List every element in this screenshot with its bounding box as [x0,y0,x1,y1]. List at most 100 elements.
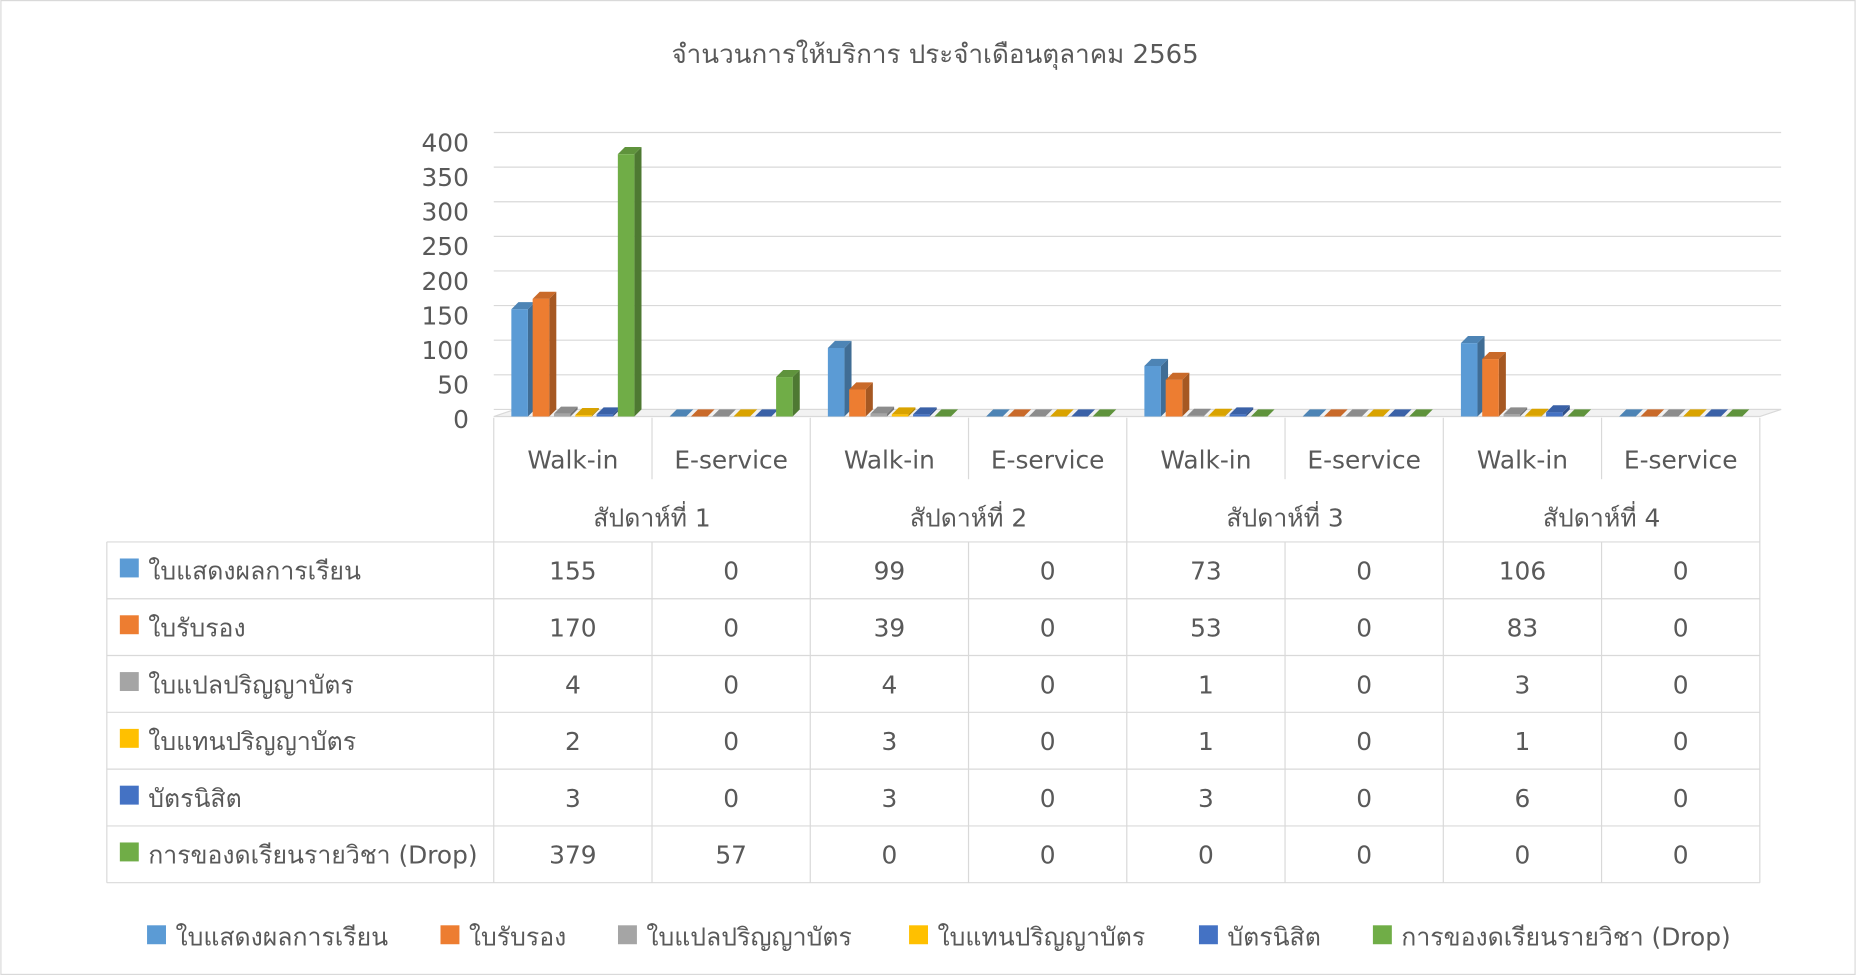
bar [1409,409,1433,417]
bar-face [1144,365,1161,417]
bar [1704,409,1729,417]
bar-face [1246,407,1254,417]
table-value: 0 [723,557,739,586]
bar-face [929,407,937,417]
bar-face [1387,409,1412,417]
x-tick-label: E-service [991,445,1105,474]
bar [891,407,916,417]
y-tick-label: 250 [422,232,469,261]
x-tick-label: E-service [1307,445,1421,474]
bar [913,407,937,417]
bar [690,409,715,417]
table-legend-key [119,728,139,748]
bar [1071,409,1095,417]
bar-face [827,340,852,348]
bar-face [1524,408,1549,416]
table-value: 0 [881,841,897,870]
bar-face [511,302,536,310]
bar-face [908,407,916,417]
bar-face [690,409,715,417]
bar-face [553,413,571,417]
bar-face [913,414,930,417]
bar [1028,409,1053,417]
bar-face [1071,409,1095,417]
table-value: 0 [1040,670,1056,699]
bar-face [1050,409,1074,417]
bar [1250,409,1275,417]
bar-face [1203,408,1211,417]
y-tick-label: 400 [422,128,469,157]
table-value: 0 [1040,727,1056,756]
legend-label: ใบแสดงผลการเรียน [175,922,388,951]
bar-face [870,406,895,414]
bar-face [1460,336,1485,344]
bar-face [1250,409,1275,417]
bar-face [849,382,873,390]
table-value: 0 [1515,841,1531,870]
bar-face [1345,409,1369,417]
table-value: 0 [1673,557,1689,586]
chart-title: จำนวนการให้บริการ ประจำเดือนตุลาคม 2565 [671,39,1198,70]
bar [712,409,736,417]
bar-face [1683,409,1707,417]
bar-face [511,309,528,417]
table-legend-key [119,842,139,862]
table-value: 0 [723,727,739,756]
table-value: 1 [1198,727,1214,756]
bar-face [634,147,642,417]
table-value: 3 [881,727,897,756]
legend-key [1372,925,1392,945]
bar [532,291,557,417]
bar [1683,409,1707,417]
table-value: 0 [1198,841,1214,870]
table-value: 6 [1515,784,1531,813]
bar-face [1186,415,1204,417]
table-value: 0 [1356,727,1372,756]
table-value: 57 [715,841,747,870]
table-value: 0 [1356,784,1372,813]
table-value: 0 [1356,841,1372,870]
bar [827,340,852,417]
x-tick-label: E-service [674,445,788,474]
table-value: 2 [565,727,581,756]
y-tick-label: 150 [422,301,469,330]
table-value: 99 [874,557,906,586]
table-value: 3 [881,784,897,813]
bar-face [1567,409,1592,417]
bar-face [575,415,592,417]
bar-face [617,147,642,155]
legend-key [909,925,928,945]
bar-face [1498,351,1506,417]
table-value: 0 [723,670,739,699]
bar [776,369,800,417]
bar-face [532,291,557,299]
bar [1387,409,1412,417]
bar-face [776,369,800,378]
bar [1165,372,1190,417]
bar-face [553,406,578,414]
bar-face [870,413,888,417]
table-value: 0 [1673,670,1689,699]
bar-face [733,409,758,417]
table-value: 0 [1673,784,1689,813]
bar-face [549,291,557,417]
table-value: 0 [1040,557,1056,586]
bar [1460,336,1485,417]
bar-face [1366,409,1391,417]
table-value: 0 [1673,613,1689,642]
bar-face [1165,372,1190,380]
table-value: 0 [1356,557,1372,586]
bar-face [575,408,599,416]
legend-label: ใบแปลปริญญาบัตร [646,922,851,951]
bar-face [1725,409,1750,417]
bar [870,406,895,417]
legend-label: ใบรับรอง [469,922,566,951]
bar-face [986,409,1010,417]
x-tick-label: Walk-in [844,445,935,474]
bar [575,408,599,417]
bar-face [1546,405,1570,413]
bar-face [1302,409,1327,417]
table-value: 170 [549,613,596,642]
bar-face [1482,351,1506,360]
